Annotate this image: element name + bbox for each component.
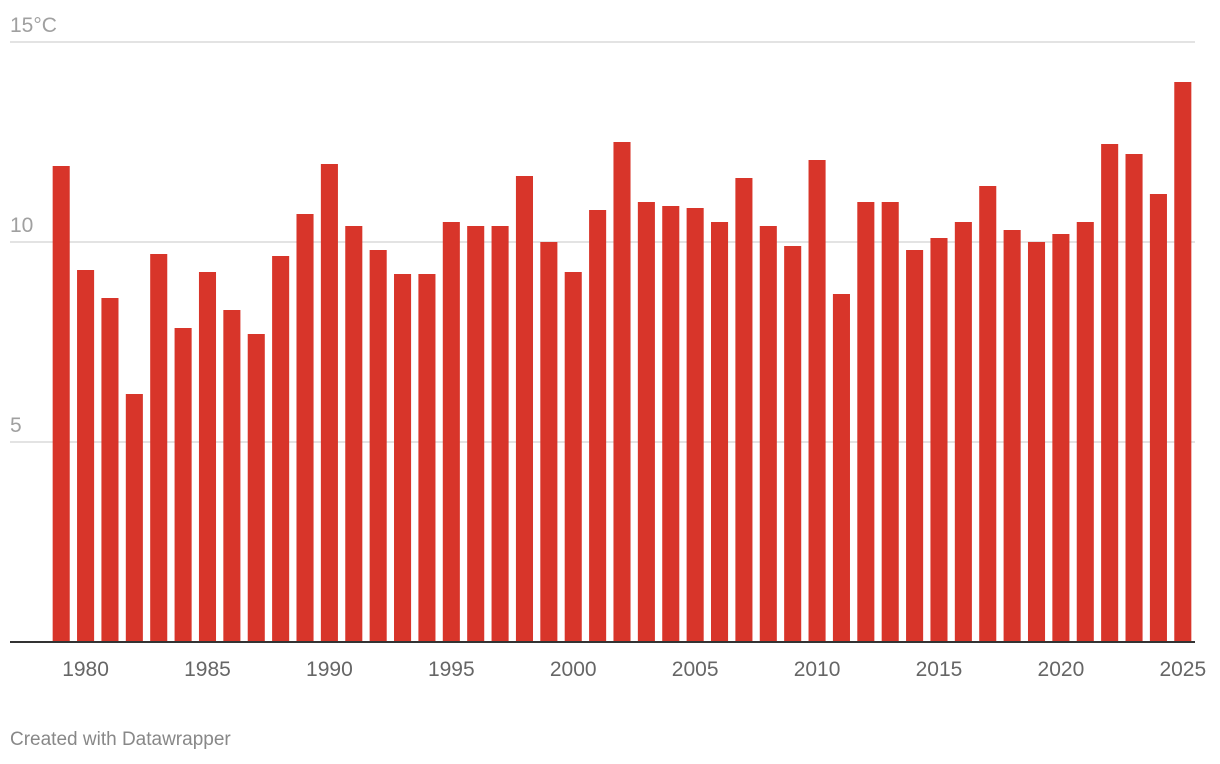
bar-1998: 1998: 11.65°C [515,176,534,642]
bar-1990: 1990: 11.95°C [320,164,338,642]
bar-2020: 2020: 10.2°C [1052,234,1070,642]
bar-2024: 2024: 11.2°C [1149,194,1167,642]
bar-2000: 2000: 9.25°C [564,272,582,642]
bar-1984: 1984: 7.85°C [174,328,192,642]
x-tick-label: 1980 [62,658,109,681]
y-tick-label: 15°C [10,14,57,37]
bar-2008: 2008: 10.4°C [759,226,777,642]
y-tick-label: 10 [10,214,33,237]
bar-1995: 1995: 10.5°C [442,222,460,642]
bar-2019: 2019: 10°C [1027,242,1046,642]
bar-1987: 1987: 7.7°C [247,334,265,642]
bar-1985: 1985: 9.25°C [198,272,217,642]
bar-2013: 2013: 11°C [881,202,899,642]
bar-2011: 2011: 8.7°C [832,294,850,642]
x-tick-label: 2000 [550,658,597,681]
bar-1989: 1989: 10.7°C [296,214,314,642]
bar-1983: 1983: 9.7°C [150,254,168,642]
x-tick-label: 2015 [916,658,963,681]
x-tick-label: 2020 [1038,658,1085,681]
x-tick-label: 2025 [1159,658,1206,681]
bar-2004: 2004: 10.9°C [662,206,680,642]
bar-2021: 2021: 10.5°C [1076,222,1094,642]
x-tick-label: 1990 [306,658,353,681]
x-tick-label: 2005 [672,658,719,681]
bar-1981: 1981: 8.6°C [101,298,119,642]
y-tick-label: 5 [10,414,22,437]
bar-2003: 2003: 11°C [637,202,655,642]
bar-1993: 1993: 9.2°C [394,274,412,642]
datawrapper-credit[interactable]: Created with Datawrapper [10,729,231,750]
bar-2009: 2009: 9.9°C [784,246,802,642]
bar-2022: 2022: 12.45°C [1101,144,1119,642]
x-tick-label: 1995 [428,658,475,681]
bar-1988: 1988: 9.65°C [272,256,290,642]
bar-2018: 2018: 10.3°C [1003,230,1021,642]
bar-2001: 2001: 10.8°C [589,210,607,642]
bar-2015: 2015: 10.1°C [930,238,948,642]
bar-1979: 1979: 11.9°C [52,166,70,642]
bar-1991: 1991: 10.4°C [345,226,363,642]
bar-2017: 2017: 11.4°C [979,186,997,642]
bar-2016: 2016: 10.5°C [954,222,972,642]
bar-2012: 2012: 11°C [857,202,875,642]
bar-1992: 1992: 9.8°C [369,250,387,642]
bar-2014: 2014: 9.8°C [906,250,924,642]
bar-2006: 2006: 10.5°C [710,222,729,642]
bar-1997: 1997: 10.4°C [491,226,509,642]
bar-2025: 2025: 14°C [1174,82,1192,642]
bar-1980: 1980: 9.3°C [77,270,95,642]
bar-1999: 1999: 10°C [540,242,558,642]
bar-1996: 1996: 10.4°C [467,226,485,642]
bar-2005: 2005: 10.85°C [686,208,704,642]
x-tick-label: 2010 [794,658,841,681]
bar-2002: 2002: 12.5°C [613,142,631,642]
bar-1986: 1986: 8.3°C [223,310,241,642]
bar-1982: 1982: 6.2°C [125,394,143,642]
bar-1994: 1994: 9.2°C [418,274,436,642]
bar-2007: 2007: 11.6°C [735,178,753,642]
bar-2010: 2010: 12.05°C [808,160,826,642]
x-tick-label: 1985 [184,658,231,681]
bar-2023: 2023: 12.2°C [1125,154,1143,642]
